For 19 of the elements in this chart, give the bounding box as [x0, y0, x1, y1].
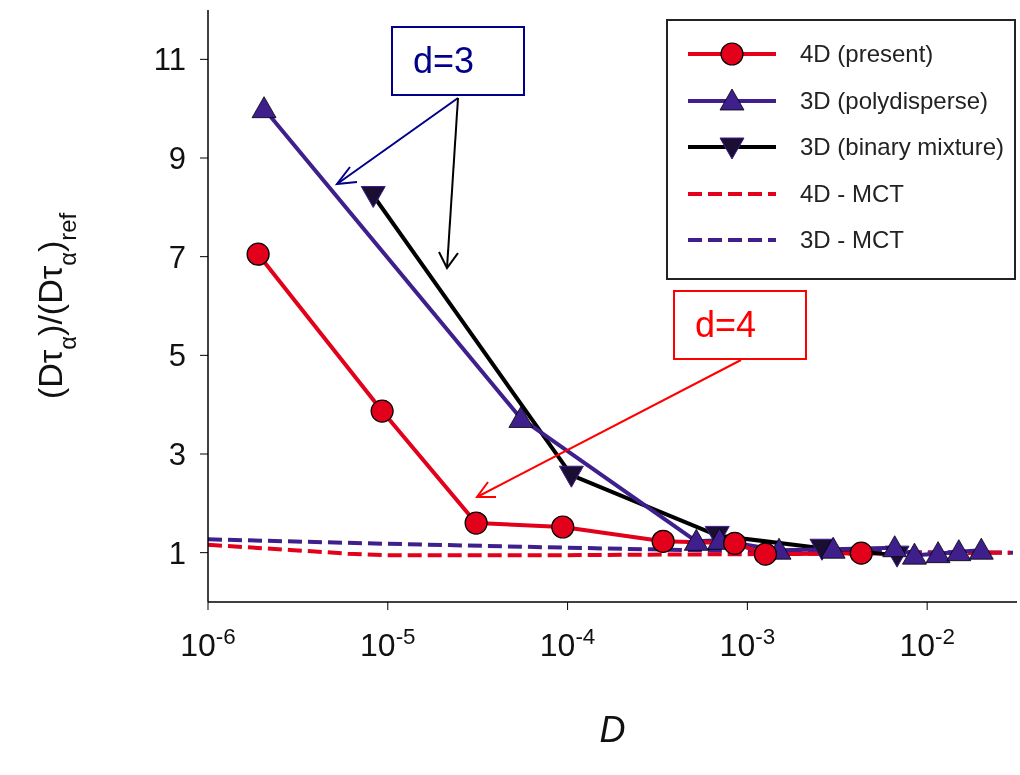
y-tick-label: 3 — [168, 437, 186, 472]
annotation: d=4 — [673, 290, 807, 360]
x-tick-label: 10$^{-4}$ — [539, 623, 596, 663]
y-tick-label: 5 — [168, 338, 186, 374]
annotation: d=3 — [391, 26, 525, 96]
legend-label: 4D (present) — [799, 40, 934, 69]
legend-label: 3D (binary mixture) — [799, 133, 1004, 162]
y-tick-label: 9 — [168, 141, 186, 176]
x-tick-label: 10$^{-5}$ — [360, 623, 416, 663]
x-tick-label: 10$^{-2}$ — [899, 623, 955, 663]
y-tick-label: 7 — [168, 239, 186, 275]
x-tick-label: 10$^{-3}$ — [719, 623, 776, 663]
legend-label: 4D - MCT — [799, 179, 904, 208]
x-axis-title: D — [599, 709, 626, 750]
y-tick-label: 1 — [168, 535, 186, 571]
x-tick-label: 10$^{-6}$ — [180, 623, 236, 663]
legend-label: 3D (polydisperse) — [799, 86, 989, 115]
legend-label: 3D - MCT — [799, 226, 904, 255]
y-tick-label: 11 — [153, 42, 186, 78]
